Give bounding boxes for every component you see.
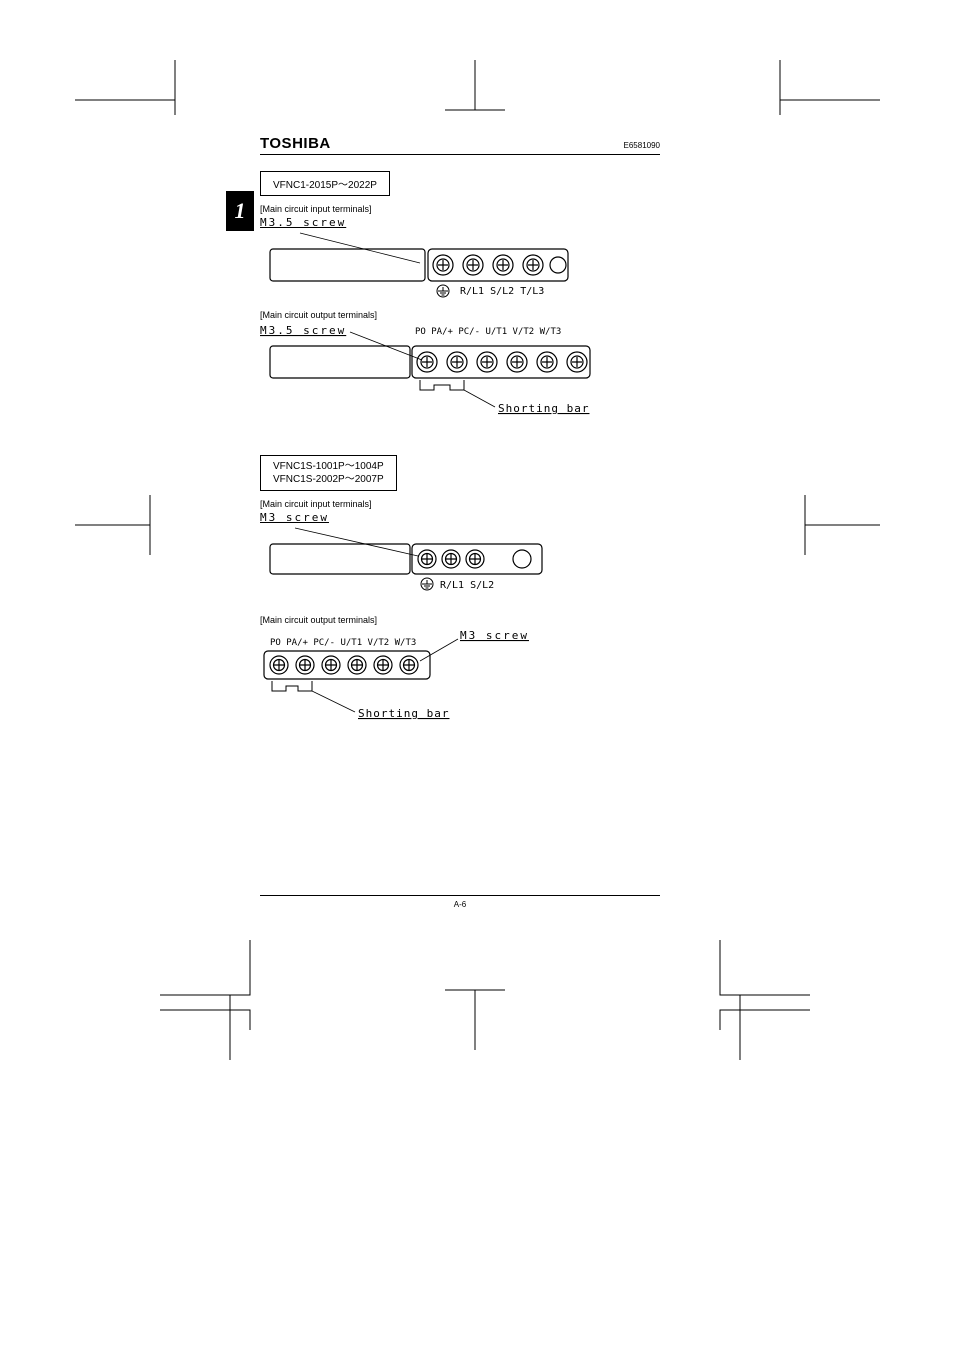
crop-mark-bc	[430, 970, 520, 1050]
svg-text:R/L1 S/L2: R/L1 S/L2	[440, 580, 494, 591]
input-screw-2: M3 screw	[260, 511, 660, 524]
section-2: VFNC1S-1001P～1004P VFNC1S-2002P～2007P [M…	[260, 455, 660, 732]
crop-mark-mr	[770, 480, 880, 570]
input-diagram-2: R/L1 S/L2	[260, 526, 620, 596]
input-diagram-1: R/L1 S/L2 T/L3	[260, 231, 620, 301]
model-box-2: VFNC1S-1001P～1004P VFNC1S-2002P～2007P	[260, 455, 397, 491]
output-diagram-2: PO PA/+ PC/- U/T1 V/T2 W/T3 M3 screw Sho…	[260, 627, 620, 727]
page-content: TOSHIBA E6581090 1 VFNC1-2015P～2022P [Ma…	[260, 135, 660, 760]
crop-mark-br	[690, 940, 810, 1060]
output-diagram-1: M3.5 screw PO PA/+ PC/- U/T1 V/T2 W/T3	[260, 322, 620, 422]
svg-text:Shorting bar: Shorting bar	[498, 402, 589, 415]
chapter-tab: 1	[226, 191, 254, 231]
input-label-2: [Main circuit input terminals]	[260, 499, 660, 509]
doc-number: E6581090	[624, 141, 660, 150]
svg-text:PO PA/+ PC/- U/T1 V/T2 W/T3: PO PA/+ PC/- U/T1 V/T2 W/T3	[270, 638, 416, 648]
input-label-1: [Main circuit input terminals]	[260, 204, 660, 214]
input-screw-1: M3.5 screw	[260, 216, 660, 229]
output-label-1: [Main circuit output terminals]	[260, 310, 660, 320]
crop-mark-ml	[75, 480, 185, 570]
svg-text:Shorting bar: Shorting bar	[358, 707, 449, 720]
svg-text:PO PA/+ PC/- U/T1 V/T2 W: PO PA/+ PC/- U/T1 V/T2 W/T3	[415, 327, 561, 337]
crop-mark-tl	[75, 60, 195, 130]
section-1: VFNC1-2015P～2022P [Main circuit input te…	[260, 171, 660, 427]
svg-text:R/L1 S/L2 T/L3: R/L1 S/L2 T/L3	[460, 286, 544, 297]
model-box-1: VFNC1-2015P～2022P	[260, 171, 390, 196]
page-header: TOSHIBA E6581090	[260, 135, 660, 155]
brand-logo: TOSHIBA	[260, 135, 331, 152]
svg-text:M3.5 screw: M3.5 screw	[260, 324, 346, 337]
svg-text:M3 screw: M3 screw	[460, 629, 529, 642]
page-number: A-6	[454, 900, 466, 909]
crop-mark-tc	[430, 60, 520, 130]
crop-mark-bl	[160, 940, 280, 1060]
output-label-2: [Main circuit output terminals]	[260, 615, 660, 625]
page-footer: A-6	[260, 895, 660, 909]
crop-mark-tr	[760, 60, 880, 130]
